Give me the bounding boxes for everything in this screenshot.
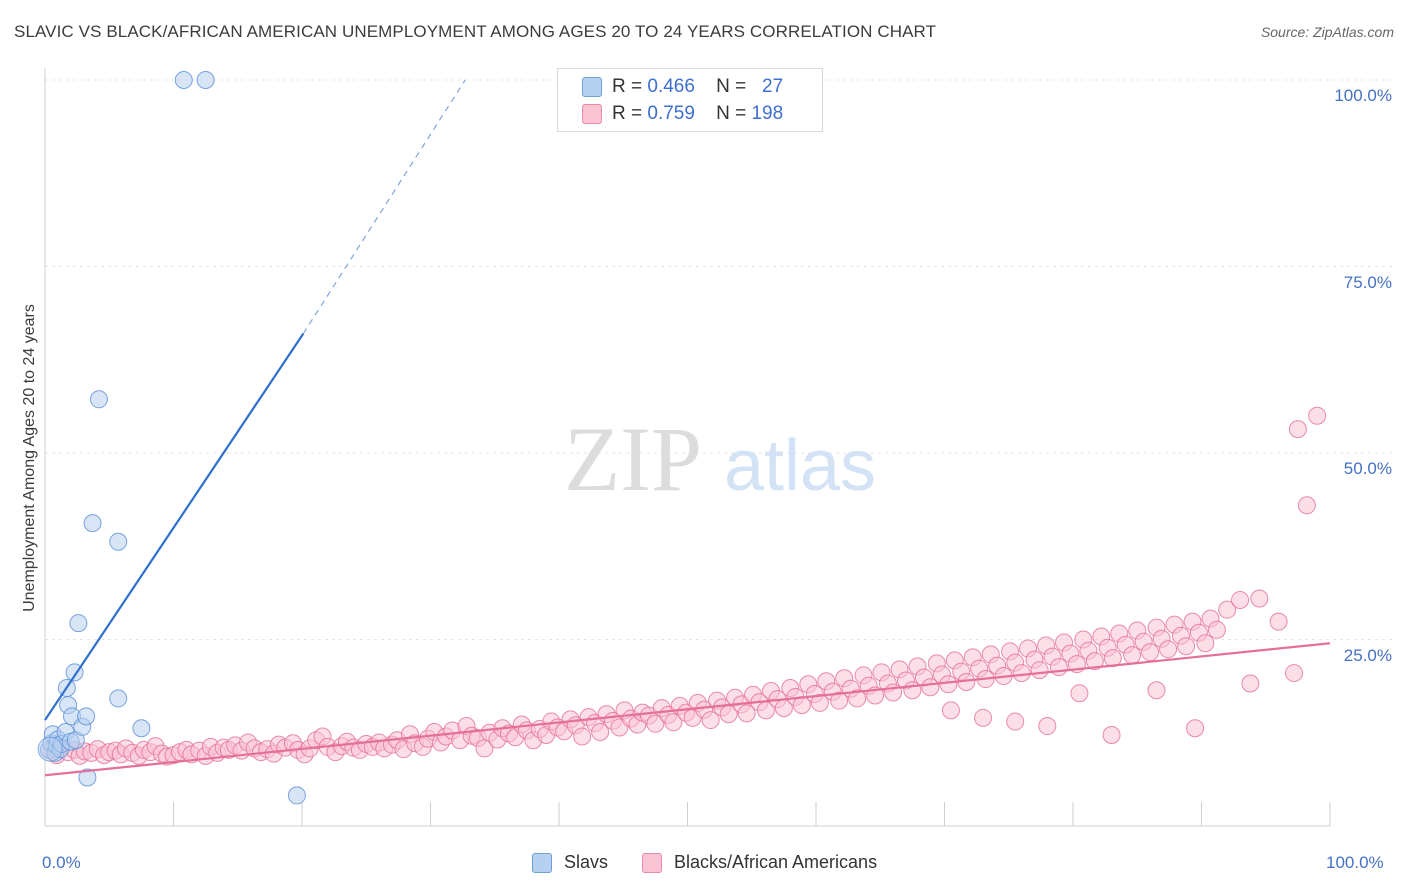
data-point xyxy=(109,532,128,551)
data-point xyxy=(77,707,96,726)
data-point xyxy=(1085,652,1104,671)
data-point xyxy=(1049,658,1068,677)
data-point xyxy=(1102,725,1121,744)
data-point xyxy=(939,675,958,694)
data-point xyxy=(1207,620,1226,639)
y-tick-label: 75.0% xyxy=(1343,272,1392,292)
data-point xyxy=(1070,684,1089,703)
legend-row-blacks: R = 0.759 N = 198 xyxy=(582,102,783,126)
data-point xyxy=(591,723,610,742)
data-point xyxy=(974,708,993,727)
legend-n-label: N = xyxy=(716,103,747,124)
legend-n-value-blacks: 198 xyxy=(751,103,784,124)
data-point xyxy=(1186,719,1205,738)
data-point xyxy=(701,711,720,730)
x-tick-max: 100.0% xyxy=(1326,853,1384,872)
data-point xyxy=(1250,589,1269,608)
trend-line-slavs xyxy=(44,333,305,721)
chart-title: SLAVIC VS BLACK/AFRICAN AMERICAN UNEMPLO… xyxy=(14,22,937,41)
data-point xyxy=(737,704,756,723)
data-point xyxy=(132,719,151,738)
data-point xyxy=(1038,717,1057,736)
legend-swatch-blacks xyxy=(642,852,662,873)
data-point xyxy=(69,614,88,633)
legend-row-slavs: R = 0.466 N = 27 xyxy=(582,75,783,99)
legend-r-label: R = xyxy=(612,76,643,97)
data-point xyxy=(89,390,108,409)
legend-label-slavs: Slavs xyxy=(564,852,609,872)
data-point xyxy=(810,693,829,712)
trend-lines xyxy=(44,79,1331,777)
legend-swatch-slavs xyxy=(582,77,602,97)
legend-label-blacks: Blacks/African Americans xyxy=(674,852,878,872)
data-point xyxy=(1297,496,1316,515)
watermark: ZIP atlas xyxy=(564,408,876,510)
data-point xyxy=(83,514,102,533)
x-tick-min: 0.0% xyxy=(42,853,81,872)
data-point xyxy=(1288,420,1307,439)
data-point xyxy=(1141,643,1160,662)
data-point xyxy=(1241,674,1260,693)
legend-n-label: N = xyxy=(716,76,747,97)
data-point xyxy=(941,701,960,720)
data-point xyxy=(830,691,849,710)
data-point xyxy=(109,689,128,708)
grid-lines xyxy=(45,79,1392,640)
data-point xyxy=(664,713,683,732)
data-point xyxy=(1147,681,1166,700)
data-point xyxy=(573,727,592,746)
watermark-atlas: atlas xyxy=(724,426,876,506)
legend-item-slavs[interactable]: Slavs xyxy=(532,852,608,873)
data-point xyxy=(174,71,193,89)
data-point xyxy=(1123,646,1142,665)
legend-item-blacks[interactable]: Blacks/African Americans xyxy=(642,852,877,873)
legend-r-value-blacks: 0.759 xyxy=(647,103,695,124)
data-point xyxy=(1030,661,1049,680)
y-tick-label: 50.0% xyxy=(1343,459,1392,478)
source-label: Source: ZipAtlas.com xyxy=(1260,24,1394,40)
data-point xyxy=(646,714,665,733)
data-point xyxy=(1231,590,1250,609)
data-point xyxy=(1006,712,1025,731)
legend-r-label: R = xyxy=(612,103,643,124)
data-point xyxy=(1308,406,1327,425)
data-point xyxy=(196,71,215,89)
correlation-legend: R = 0.466 N = 27 R = 0.759 N = 198 xyxy=(557,68,823,132)
data-point xyxy=(78,768,97,787)
data-point xyxy=(1218,600,1237,619)
data-point xyxy=(1269,612,1288,631)
legend-swatch-blacks xyxy=(582,104,602,124)
data-point xyxy=(287,786,306,805)
y-tick-label: 25.0% xyxy=(1343,645,1392,665)
trend-line-slavs-extension xyxy=(302,79,466,334)
series-slavs xyxy=(37,71,306,805)
data-point xyxy=(1196,634,1215,653)
data-point xyxy=(1285,664,1304,683)
data-point xyxy=(1159,640,1178,659)
legend-r-value-slavs: 0.466 xyxy=(647,76,695,97)
y-tick-label: 100.0% xyxy=(1334,86,1392,105)
data-point xyxy=(1177,637,1196,656)
data-point xyxy=(848,689,867,708)
data-point xyxy=(37,736,63,762)
watermark-zip: ZIP xyxy=(564,408,702,510)
legend-swatch-slavs xyxy=(532,852,552,873)
data-point xyxy=(1012,664,1031,683)
legend-n-value-slavs: 27 xyxy=(762,76,784,97)
axes xyxy=(44,68,1331,827)
trend-line-blacks xyxy=(44,642,1331,777)
